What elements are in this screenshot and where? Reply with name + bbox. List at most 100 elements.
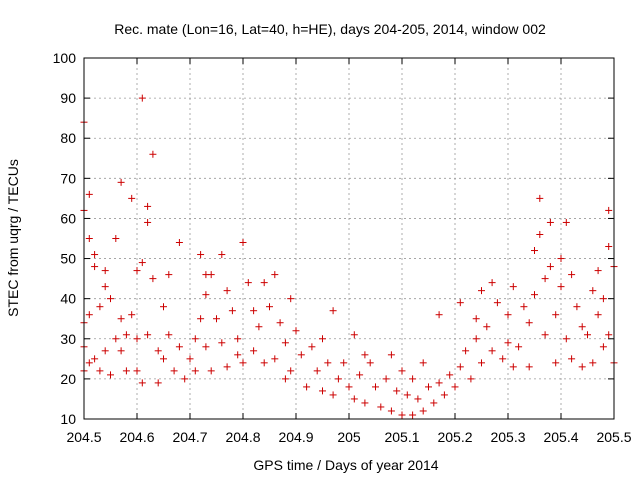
plot-frame [83,57,615,420]
x-tick-label: 204.7 [172,429,207,445]
data-point [297,351,305,359]
grid [84,58,614,419]
y-tick-label: 30 [60,331,76,347]
data-point [319,387,326,395]
data-point [213,315,220,323]
data-point [403,391,411,399]
data-point [133,335,141,343]
data-point [276,319,284,327]
x-tick-label: 205 [337,429,361,445]
x-tick-label: 205.4 [543,429,578,445]
data-point [144,331,152,339]
data-point [138,94,146,102]
data-point [234,335,242,343]
data-point [372,383,379,391]
data-point [313,367,321,375]
data-point [255,323,263,331]
data-point [361,399,369,407]
data-point [239,239,247,247]
x-tick-label: 205.1 [384,429,419,445]
data-point [419,407,427,415]
data-point [281,339,289,347]
data-point [504,311,512,319]
data-point [319,335,326,343]
data-point [149,150,157,158]
data-point [202,343,210,351]
data-point [356,371,364,379]
data-point [451,383,459,391]
data-point [578,323,586,331]
data-point [85,359,93,367]
data-point [552,311,560,319]
data-point [594,311,602,319]
chart-title: Rec. mate (Lon=16, Lat=40, h=HE), days 2… [114,21,546,37]
y-tick-label: 50 [60,251,76,267]
y-tick-label: 60 [60,210,76,226]
data-point [128,194,136,202]
data-point [366,359,374,367]
data-point [334,375,342,383]
data-point [165,271,173,279]
x-axis-label: GPS time / Days of year 2014 [253,457,438,473]
data-point [154,379,162,387]
data-point [101,283,109,291]
data-point [541,275,549,283]
data-point [149,275,157,283]
data-point [170,367,178,375]
data-point [499,355,507,363]
data-point [122,331,130,339]
data-point [128,311,136,319]
data-point [531,247,538,255]
data-point [107,371,114,379]
data-point [133,267,141,275]
data-point [568,271,576,279]
data-point [382,375,390,383]
data-point [329,391,337,399]
data-point [117,347,125,355]
data-point [85,235,93,242]
data-point [488,279,496,287]
data-point [409,375,417,383]
data-point [515,343,523,351]
data-point [223,363,231,371]
data-point [281,375,289,383]
x-tick-label: 204.6 [119,429,154,445]
data-point [202,291,210,299]
data-point [398,411,406,419]
data-point [435,379,443,387]
data-point [409,411,417,419]
x-tick-label: 204.8 [225,429,260,445]
data-point [223,287,231,295]
y-tick-label: 40 [60,291,76,307]
data-point [546,218,554,226]
data-point [467,375,475,383]
y-tick-label: 100 [53,50,77,66]
data-point [91,251,99,259]
data-point [91,263,99,271]
data-point [308,343,316,351]
data-point [218,251,226,259]
data-point [96,367,104,375]
data-point [594,267,602,275]
data-point [207,271,215,279]
y-tick-label: 80 [60,130,76,146]
data-point [340,359,348,367]
data-point [96,303,104,311]
x-tick-label: 205.2 [437,429,472,445]
data-point [117,315,125,323]
axis-ticks: 204.5 204.6 204.7 204.8 204.9 205 205.1 205.2 20… [53,50,632,445]
data-point [584,331,591,339]
data-point [472,335,480,343]
data-point [387,407,395,415]
data-point [589,359,597,367]
data-point [350,395,358,403]
data-point [218,339,226,347]
data-point [425,383,432,391]
data-point [531,291,538,299]
data-point [462,347,470,355]
data-point [536,194,544,202]
data-point [557,255,565,263]
data-point [117,178,125,186]
data-point [260,279,268,287]
data-point [478,287,485,295]
